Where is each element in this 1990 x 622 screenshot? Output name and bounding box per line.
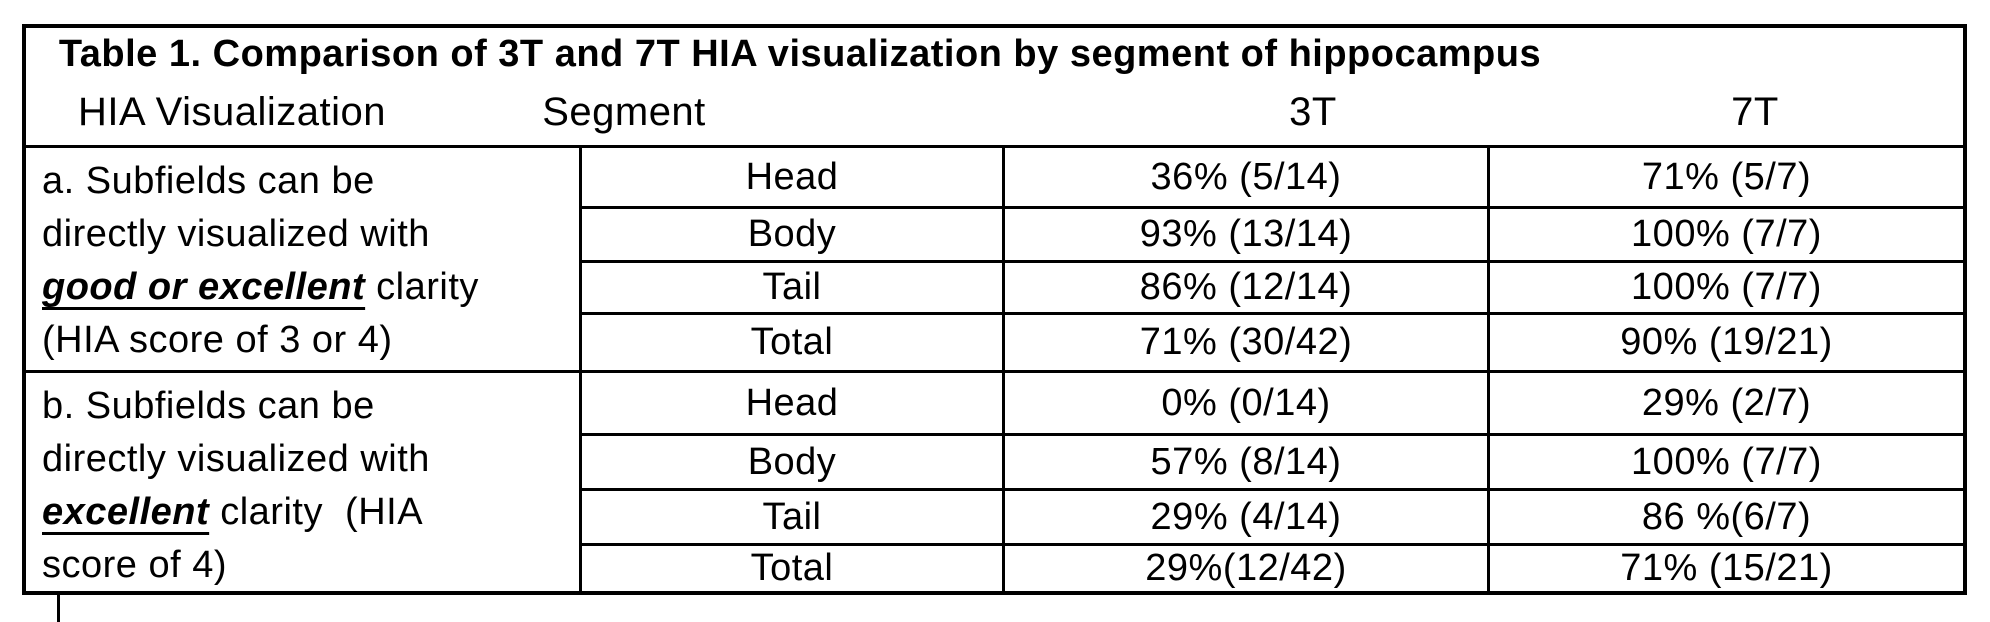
segment-cell: Tail — [582, 488, 1002, 543]
text-run: a. Subfields can be directly visualized … — [42, 160, 430, 255]
value-7t-cell: 71% (5/7) — [1487, 148, 1963, 206]
text-run: b. Subfields can be directly visualized … — [42, 385, 430, 480]
emphasis-run: excellent — [42, 491, 210, 533]
column-header-7t: 7T — [1731, 90, 1779, 134]
emphasis-run: good or excellent — [42, 266, 366, 308]
value-7t-cell: 71% (15/21) — [1487, 543, 1963, 591]
section-a-label: a. Subfields can be directly visualized … — [26, 148, 582, 370]
value-7t-cell: 29% (2/7) — [1487, 370, 1963, 433]
segment-cell: Total — [582, 543, 1002, 591]
text-run: clarity (HIA score of 4) — [42, 491, 424, 586]
hia-comparison-table: Table 1. Comparison of 3T and 7T HIA vis… — [22, 24, 1967, 595]
section-b-label: b. Subfields can be directly visualized … — [26, 370, 582, 591]
value-3t-cell: 86% (12/14) — [1002, 260, 1487, 312]
table-title: Table 1. Comparison of 3T and 7T HIA vis… — [58, 33, 1542, 75]
value-7t-cell: 90% (19/21) — [1487, 312, 1963, 370]
segment-cell: Head — [582, 370, 1002, 433]
segment-cell: Body — [582, 433, 1002, 488]
value-7t-cell: 86 %(6/7) — [1487, 488, 1963, 543]
cropped-next-table-border-fragment — [57, 595, 60, 622]
column-header-hia-visualization: HIA Visualization — [78, 90, 386, 134]
column-header-3t: 3T — [1289, 90, 1337, 134]
value-3t-cell: 57% (8/14) — [1002, 433, 1487, 488]
table-body: a. Subfields can be directly visualized … — [26, 148, 1963, 591]
value-3t-cell: 29%(12/42) — [1002, 543, 1487, 591]
value-7t-cell: 100% (7/7) — [1487, 206, 1963, 260]
segment-cell: Tail — [582, 260, 1002, 312]
value-7t-cell: 100% (7/7) — [1487, 433, 1963, 488]
value-3t-cell: 29% (4/14) — [1002, 488, 1487, 543]
column-header-segment: Segment — [542, 90, 706, 134]
value-3t-cell: 93% (13/14) — [1002, 206, 1487, 260]
table-header-block: Table 1. Comparison of 3T and 7T HIA vis… — [26, 28, 1963, 148]
value-3t-cell: 36% (5/14) — [1002, 148, 1487, 206]
value-7t-cell: 100% (7/7) — [1487, 260, 1963, 312]
segment-cell: Total — [582, 312, 1002, 370]
value-3t-cell: 0% (0/14) — [1002, 370, 1487, 433]
value-3t-cell: 71% (30/42) — [1002, 312, 1487, 370]
text-run: clarity (HIA score of 3 or 4) — [42, 266, 479, 361]
segment-cell: Body — [582, 206, 1002, 260]
segment-cell: Head — [745, 155, 839, 198]
